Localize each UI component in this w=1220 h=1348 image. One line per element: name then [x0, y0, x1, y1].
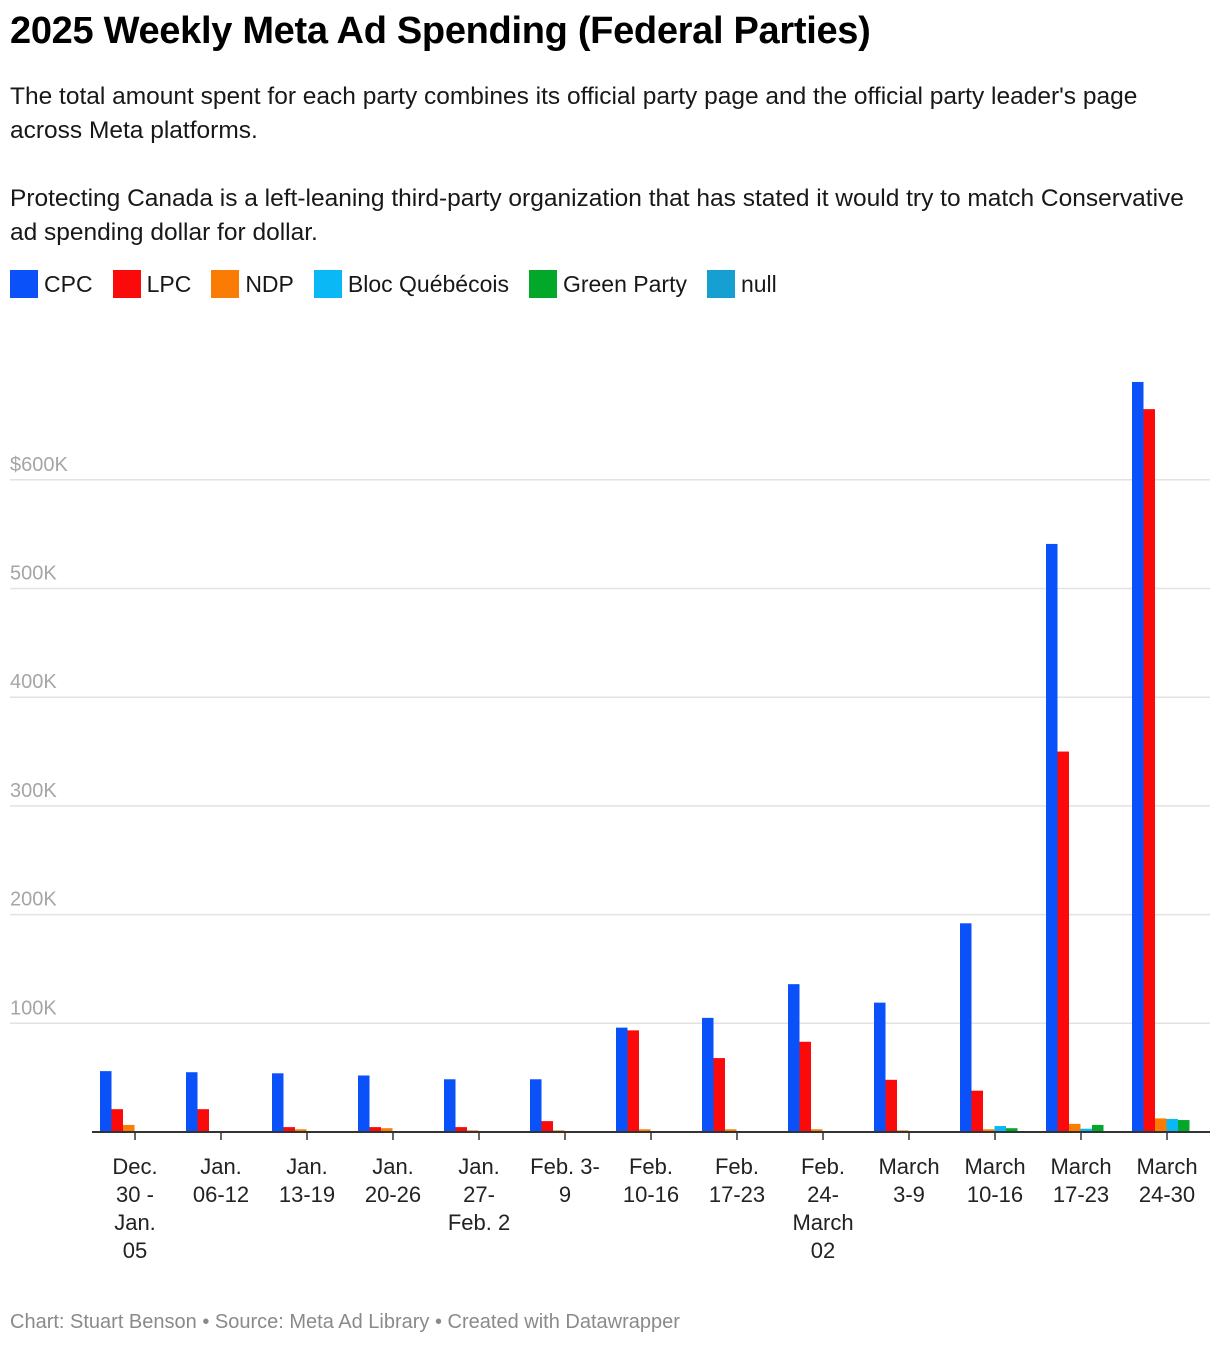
- x-tick-label: Jan. 20-26: [365, 1154, 421, 1207]
- legend-item-ndp: NDP: [211, 270, 294, 298]
- bar-ndp: [381, 1128, 393, 1132]
- bar-chart: 100K 200K 300K 400K 500K $600K Dec. 30 -Jan. 05 J…: [10, 381, 1210, 1263]
- y-tick-label: 300K: [10, 780, 57, 802]
- bar-lpc: [111, 1109, 123, 1132]
- bar-lpc: [1057, 751, 1069, 1132]
- legend-swatch: [528, 270, 557, 298]
- y-tick-label: $600K: [10, 454, 68, 476]
- bar-ndp: [983, 1129, 995, 1132]
- x-tick-label: March 3-9: [878, 1154, 939, 1207]
- bar-cpc: [1046, 543, 1058, 1132]
- y-tick-label: 500K: [10, 563, 57, 585]
- bar-cpc: [100, 1071, 112, 1132]
- legend-label: CPC: [44, 270, 93, 297]
- x-tick-label: March 24-30: [1136, 1154, 1197, 1207]
- bar-ndp: [725, 1129, 737, 1132]
- bar-lpc: [369, 1127, 381, 1132]
- bar-cpc: [616, 1027, 628, 1132]
- bar-lpc: [885, 1079, 897, 1132]
- bar-lpc: [197, 1109, 209, 1132]
- x-tick-label: Dec. 30 -Jan. 05: [112, 1154, 157, 1263]
- chart-title: 2025 Weekly Meta Ad Spending (Federal Pa…: [10, 10, 871, 52]
- bar-lpc: [283, 1127, 295, 1132]
- legend-swatch: [211, 270, 240, 298]
- bar-cpc: [530, 1079, 542, 1132]
- x-tick-label: Feb. 10-16: [623, 1154, 679, 1207]
- legend-label: null: [740, 270, 777, 297]
- bar-cpc: [960, 923, 972, 1132]
- x-tick-label: Feb. 3-9: [530, 1154, 600, 1207]
- bar-bloc-qu-b-cois: [1080, 1128, 1092, 1132]
- bar-cpc: [788, 984, 800, 1132]
- bar-ndp: [1069, 1123, 1081, 1132]
- y-tick-label: 100K: [10, 997, 57, 1019]
- bar-ndp: [811, 1129, 823, 1132]
- x-tick-label: Jan. 06-12: [193, 1154, 249, 1207]
- bar-bloc-qu-b-cois: [994, 1126, 1006, 1132]
- bar-cpc: [358, 1075, 370, 1132]
- chart-footer: Chart: Stuart Benson • Source: Meta Ad L…: [10, 1311, 680, 1333]
- bar-lpc: [455, 1127, 467, 1132]
- bar-ndp: [295, 1129, 307, 1132]
- bar-lpc: [1143, 409, 1155, 1132]
- bar-cpc: [702, 1017, 714, 1133]
- legend-label: NDP: [245, 270, 294, 297]
- bar-green-party: [1178, 1120, 1190, 1132]
- bar-cpc: [186, 1072, 198, 1133]
- legend-item-cpc: CPC: [10, 270, 93, 298]
- legend-swatch: [706, 270, 735, 298]
- x-tick-label: Feb. 17-23: [709, 1154, 765, 1207]
- bar-ndp: [1155, 1118, 1167, 1132]
- legend-swatch: [10, 270, 38, 298]
- y-tick-label: 400K: [10, 671, 57, 693]
- bar-cpc: [874, 1002, 886, 1132]
- legend-label: LPC: [146, 270, 192, 297]
- bar-cpc: [272, 1073, 284, 1132]
- legend-label: Green Party: [562, 270, 687, 297]
- bar-green-party: [1006, 1128, 1018, 1132]
- bar-green-party: [1092, 1124, 1104, 1132]
- bar-lpc: [713, 1058, 725, 1132]
- chart-description: The total amount spent for each party co…: [10, 83, 1138, 144]
- legend-item-lpc: LPC: [112, 270, 192, 298]
- bar-bloc-qu-b-cois: [1166, 1118, 1178, 1132]
- x-tick-label: Jan. 13-19: [279, 1154, 335, 1207]
- bar-lpc: [627, 1030, 639, 1132]
- bar-ndp: [639, 1129, 651, 1132]
- x-tick-label: Jan. 27-Feb. 2: [448, 1154, 510, 1235]
- bar-lpc: [971, 1090, 983, 1132]
- bar-lpc: [541, 1121, 553, 1132]
- bar-cpc: [1132, 381, 1144, 1133]
- bar-lpc: [799, 1041, 811, 1132]
- y-tick-label: 200K: [10, 889, 57, 911]
- legend-item-green: Green Party: [528, 270, 687, 298]
- x-tick-label: Feb. 24-March 02: [792, 1154, 853, 1263]
- legend-swatch: [112, 270, 141, 298]
- x-tick-label: March 17-23: [1050, 1154, 1111, 1207]
- chart-legend: CPC LPC NDP Bloc Québécois Green Party n…: [10, 270, 797, 298]
- bar-ndp: [123, 1124, 135, 1132]
- legend-item-null: null: [706, 270, 777, 298]
- legend-swatch: [313, 270, 342, 298]
- bar-cpc: [444, 1079, 456, 1132]
- chart-note: Protecting Canada is a left-leaning thir…: [10, 185, 1184, 246]
- x-tick-label: March 10-16: [964, 1154, 1025, 1207]
- legend-label: Bloc Québécois: [347, 270, 509, 297]
- legend-item-bloc: Bloc Québécois: [313, 270, 509, 298]
